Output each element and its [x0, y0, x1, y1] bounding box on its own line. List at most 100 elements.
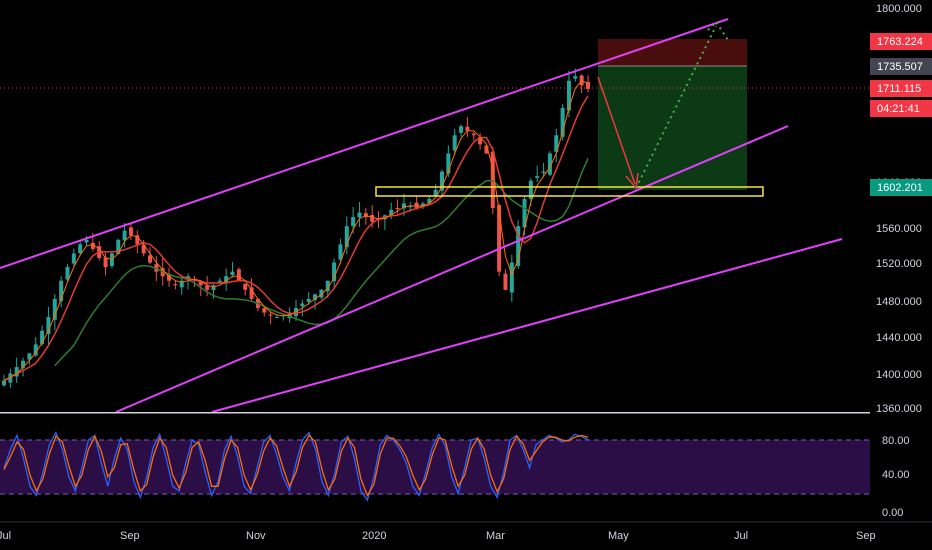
candle-body[interactable]	[471, 133, 476, 136]
support-price-tag[interactable]	[870, 179, 932, 196]
candle-body[interactable]	[65, 267, 70, 280]
candle-body[interactable]	[8, 373, 13, 383]
candle-body[interactable]	[103, 257, 108, 268]
candle-body[interactable]	[71, 253, 76, 264]
candle-body[interactable]	[40, 330, 45, 344]
candle-body[interactable]	[236, 269, 241, 281]
candle-body[interactable]	[186, 276, 191, 280]
channel-middle-line[interactable]	[115, 125, 789, 412]
channel-lines[interactable]	[0, 18, 843, 412]
candle-body[interactable]	[535, 176, 540, 178]
candle-body[interactable]	[217, 280, 222, 283]
candle-body[interactable]	[427, 198, 432, 204]
candle-body[interactable]	[116, 239, 121, 254]
candle-body[interactable]	[566, 80, 571, 111]
candle-body[interactable]	[408, 206, 413, 208]
channel-lower-line[interactable]	[211, 238, 843, 412]
candle-body[interactable]	[509, 262, 514, 293]
candle-body[interactable]	[497, 205, 502, 272]
candle-body[interactable]	[357, 212, 362, 218]
candle-body[interactable]	[503, 273, 508, 290]
candle-body[interactable]	[268, 314, 273, 316]
candle-body[interactable]	[46, 317, 51, 334]
candle-body[interactable]	[490, 151, 495, 208]
stop-loss-zone[interactable]	[598, 39, 747, 66]
candle-body[interactable]	[148, 255, 152, 263]
candle-body[interactable]	[313, 294, 318, 300]
candle-body[interactable]	[135, 235, 140, 245]
channel-upper-line[interactable]	[0, 18, 729, 269]
candle-body[interactable]	[433, 189, 438, 196]
price-axis[interactable]: 1800.000 1640.000 1560.000 1520.000 1480…	[870, 3, 932, 519]
entry-price-tag[interactable]	[870, 58, 932, 75]
candle-body[interactable]	[198, 281, 203, 286]
candle-body[interactable]	[351, 217, 356, 227]
candle-body[interactable]	[2, 380, 6, 386]
candle-body[interactable]	[440, 171, 444, 191]
stop-price-tag[interactable]	[870, 33, 932, 50]
candle-body[interactable]	[306, 298, 311, 302]
take-profit-zone[interactable]	[598, 66, 747, 190]
stochastic-k-line	[3, 431, 589, 502]
candle-body[interactable]	[414, 202, 419, 208]
candle-body[interactable]	[459, 126, 464, 133]
candle-body[interactable]	[84, 239, 89, 243]
stoch-tick-label: 80.00	[882, 435, 910, 447]
support-zone-box[interactable]	[375, 186, 764, 197]
candle-body[interactable]	[249, 287, 254, 299]
candle-body[interactable]	[262, 308, 267, 313]
candle-body[interactable]	[370, 215, 375, 222]
candle-body[interactable]	[446, 153, 451, 174]
candle-body[interactable]	[230, 271, 235, 276]
candle-body[interactable]	[573, 76, 578, 79]
candle-body[interactable]	[90, 242, 95, 249]
candle-body[interactable]	[516, 226, 521, 266]
candle-body[interactable]	[122, 230, 127, 241]
candle-body[interactable]	[27, 353, 32, 360]
candle-body[interactable]	[128, 227, 133, 236]
candle-body[interactable]	[554, 135, 559, 152]
candle-body[interactable]	[389, 209, 394, 215]
time-axis[interactable]: Jul Sep Nov 2020 Mar May Jul Sep	[0, 530, 876, 542]
candle-body[interactable]	[205, 285, 210, 290]
candle-body[interactable]	[179, 280, 184, 288]
candle-body[interactable]	[274, 317, 279, 319]
candle-body[interactable]	[541, 171, 546, 173]
candle-body[interactable]	[141, 244, 146, 254]
candle-body[interactable]	[332, 262, 337, 282]
candle-body[interactable]	[52, 298, 57, 320]
up-dotted-arrow[interactable]	[635, 20, 729, 189]
candle-body[interactable]	[560, 108, 565, 137]
candle-body[interactable]	[211, 285, 216, 291]
candle-body[interactable]	[395, 207, 400, 209]
candle-body[interactable]	[78, 244, 83, 254]
candle-body[interactable]	[167, 274, 172, 281]
candle-body[interactable]	[33, 344, 38, 356]
candle-body[interactable]	[14, 367, 19, 377]
candle-body[interactable]	[452, 135, 457, 151]
y-tick-label: 1560.000	[876, 223, 922, 235]
candle-body[interactable]	[586, 81, 590, 89]
candle-body[interactable]	[478, 137, 483, 145]
candle-body[interactable]	[528, 180, 533, 199]
candle-body[interactable]	[325, 280, 330, 292]
candle-body[interactable]	[420, 203, 425, 207]
candle-body[interactable]	[547, 153, 552, 175]
candle-body[interactable]	[243, 283, 248, 290]
candle-body[interactable]	[21, 360, 26, 368]
candle-body[interactable]	[401, 203, 406, 209]
candle-body[interactable]	[173, 284, 178, 286]
candle-body[interactable]	[522, 198, 527, 228]
candle-body[interactable]	[338, 244, 343, 260]
candlestick-series[interactable]	[2, 68, 590, 389]
candle-body[interactable]	[344, 226, 349, 248]
current-price-tag[interactable]	[870, 80, 932, 97]
candle-body[interactable]	[59, 280, 64, 302]
candle-body[interactable]	[465, 126, 470, 131]
entry-price-label: 1735.507	[877, 61, 923, 73]
candle-body[interactable]	[484, 145, 489, 154]
candle-body[interactable]	[300, 303, 305, 307]
candle-body[interactable]	[224, 276, 229, 284]
candle-body[interactable]	[319, 289, 324, 298]
